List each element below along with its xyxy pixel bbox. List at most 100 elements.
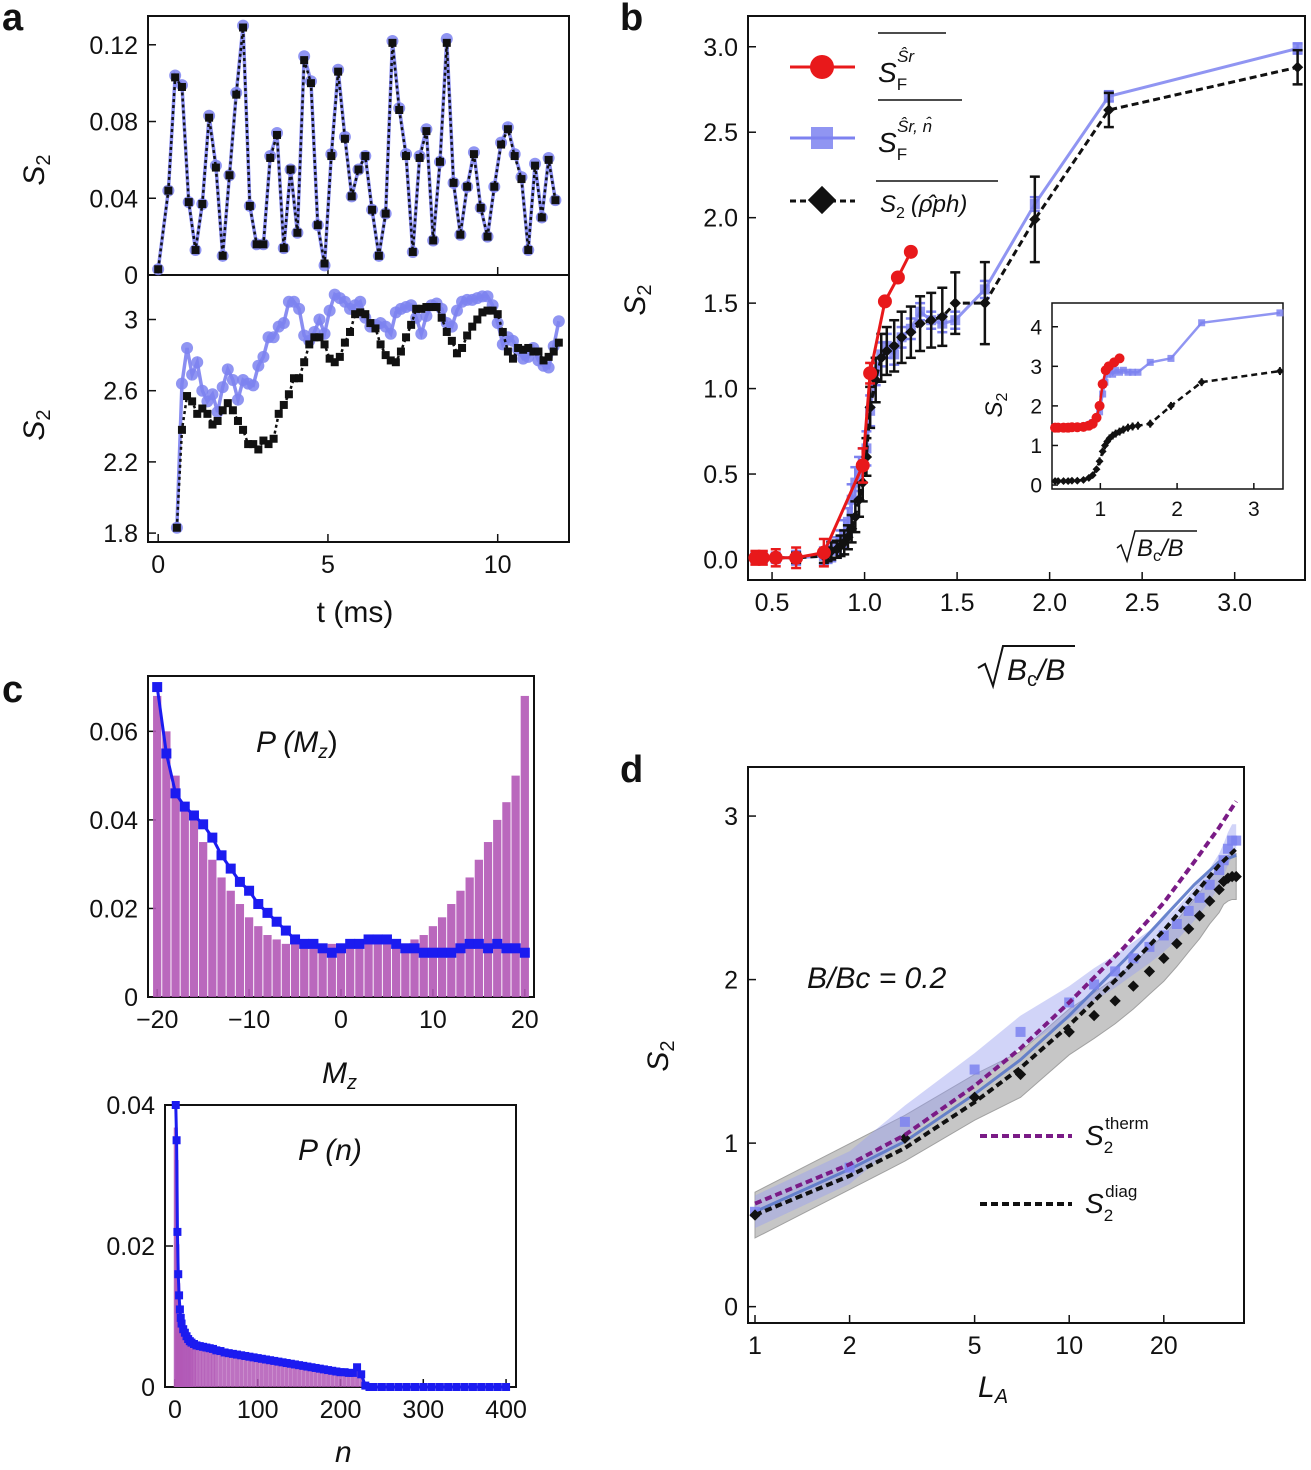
data-point (234, 876, 245, 887)
histogram-bar (243, 1358, 248, 1387)
y-tick-label: 0.08 (89, 109, 138, 137)
data-point (485, 1383, 494, 1391)
data-point (422, 127, 431, 136)
data-point (284, 390, 293, 399)
data-point (483, 306, 492, 315)
data-point (277, 317, 290, 330)
data-point (890, 270, 905, 285)
data-point (537, 213, 546, 222)
data-point (519, 947, 530, 958)
data-point (249, 440, 258, 449)
data-point (551, 196, 560, 205)
data-point (473, 315, 482, 324)
data-point (340, 1368, 349, 1377)
data-point (497, 140, 506, 149)
data-point (208, 420, 217, 429)
data-point (252, 240, 261, 249)
data-point (437, 313, 446, 322)
data-point (216, 381, 229, 394)
histogram-bar (309, 943, 318, 997)
x-tick-label: 200 (320, 1396, 362, 1424)
histogram-bar (171, 775, 180, 997)
data-point (320, 340, 329, 349)
data-point (1124, 368, 1132, 376)
b-legend-label-2: SFŜr, n̂ (878, 116, 932, 164)
data-point (340, 338, 349, 347)
histogram-bar (419, 935, 428, 997)
histogram-bar (217, 877, 226, 997)
data-point (519, 345, 528, 354)
y-tick-label: 0 (124, 262, 138, 290)
data-point (310, 333, 319, 342)
b-legend-marker-black (807, 185, 837, 215)
d-annotation: B/Bc = 0.2 (807, 962, 947, 995)
data-point (502, 1383, 511, 1391)
series-line (156, 27, 557, 270)
histogram-bar (235, 1357, 240, 1387)
data-point (1094, 400, 1105, 411)
data-point (875, 352, 887, 364)
data-point (1230, 870, 1242, 883)
histogram-bar (401, 943, 410, 997)
data-point (452, 349, 461, 358)
data-point (221, 363, 234, 376)
histogram-bar (272, 939, 281, 997)
panel-a: 0 0.04 0.08 0.12 0 5 10 1.8 2.2 2.6 3 S2 S2 t (ms… (18, 15, 570, 629)
data-point (1067, 476, 1076, 485)
x-tick-label: −10 (228, 1006, 270, 1034)
x-tick-label: 3 (1248, 498, 1260, 521)
data-point (332, 1367, 341, 1376)
histogram-bar (280, 1364, 285, 1387)
data-point (755, 550, 770, 565)
data-point (544, 155, 553, 164)
data-point (407, 320, 416, 329)
x-tick-label: 2.0 (1032, 589, 1067, 617)
data-point (442, 327, 451, 336)
series-line (754, 853, 1237, 1214)
b-ylabel: S2 (619, 284, 656, 315)
b-legend-marker-lightblue (811, 127, 833, 149)
data-point (175, 1305, 184, 1314)
data-point (340, 134, 349, 143)
data-point (949, 297, 961, 309)
data-point (529, 347, 538, 356)
data-point (313, 313, 326, 326)
data-point (400, 943, 411, 954)
histogram-bar (290, 943, 300, 997)
data-point (477, 1383, 486, 1391)
histogram-bar (493, 819, 502, 997)
d-frame (747, 766, 1245, 1324)
c-top-xlabel: Mz (322, 1057, 357, 1094)
data-point (476, 203, 485, 212)
y-tick-label: 1 (1030, 435, 1042, 458)
data-point (432, 303, 441, 312)
b-inset-ylabel: S2 (981, 392, 1011, 417)
data-point (170, 788, 181, 799)
data-point (164, 186, 173, 195)
histogram-bar (346, 943, 355, 997)
data-point (365, 1383, 374, 1391)
b-frame (747, 15, 1306, 581)
data-point (244, 885, 255, 896)
histogram-bar (281, 943, 290, 997)
histogram-bar (284, 1364, 289, 1387)
data-point (198, 819, 209, 830)
data-point (415, 153, 424, 162)
data-point (853, 494, 865, 506)
data-point (452, 1383, 461, 1391)
data-point (490, 182, 499, 191)
histogram-bar (251, 1359, 256, 1387)
histogram-bar (254, 926, 263, 997)
data-point (905, 326, 917, 338)
data-point (1112, 366, 1120, 374)
data-point (376, 340, 385, 349)
data-point (427, 1383, 436, 1391)
data-point (371, 324, 380, 333)
data-point (361, 310, 370, 319)
histogram-bar (197, 1349, 202, 1387)
data-point (377, 1383, 386, 1391)
histogram-bar (208, 859, 217, 997)
histogram-bar (474, 859, 483, 997)
data-point (455, 943, 466, 954)
